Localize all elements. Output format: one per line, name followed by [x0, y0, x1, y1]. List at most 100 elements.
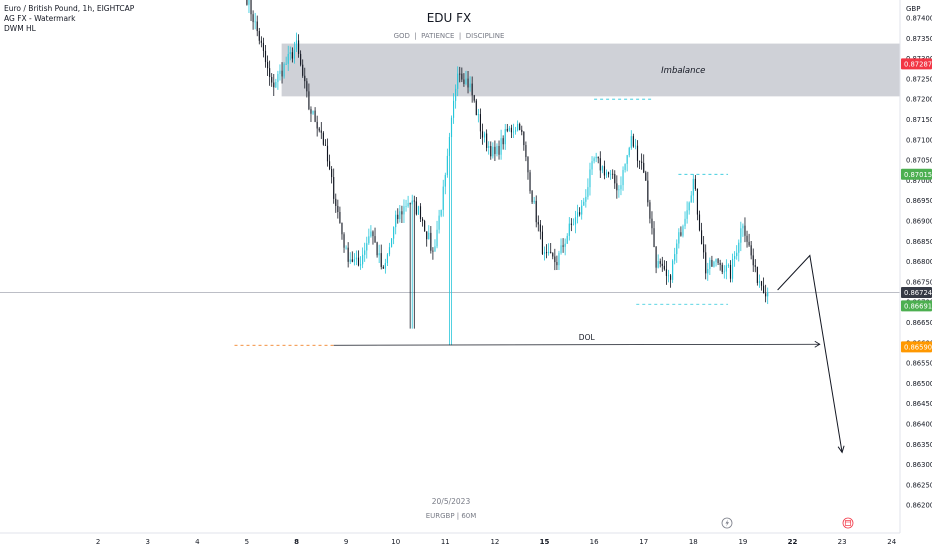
candle-body — [258, 31, 260, 41]
price-tag[interactable]: 0.86590 — [901, 341, 932, 353]
candle-body — [529, 172, 531, 192]
candle-body — [409, 203, 411, 205]
candle-body — [442, 186, 444, 210]
x-tick-label: 10 — [391, 538, 400, 546]
candle-body — [374, 236, 376, 243]
candle-body — [446, 155, 448, 175]
plot-area[interactable]: Imbalance DOL — [0, 0, 932, 454]
symbol-title[interactable]: Euro / British Pound, 1h, EIGHTCAP — [4, 4, 135, 13]
candle-body — [467, 78, 469, 88]
candle-body — [694, 178, 696, 189]
watermark-title: EDU FX — [427, 11, 472, 25]
y-tick-label: 0.86450 — [906, 400, 932, 408]
candle-body — [655, 247, 657, 268]
x-tick-label: 19 — [738, 538, 747, 546]
candle-body — [725, 265, 727, 272]
candle-body — [661, 263, 663, 266]
candle-body — [612, 173, 614, 175]
candle-body — [362, 254, 364, 265]
candle-body — [293, 49, 296, 59]
candle-body — [692, 178, 694, 196]
candle-body — [386, 254, 389, 264]
svg-text:0.86590: 0.86590 — [904, 343, 932, 351]
candle-body — [320, 130, 322, 133]
candle-body — [302, 64, 304, 76]
candle-body — [618, 189, 620, 191]
candle-body — [576, 212, 579, 218]
candle-body — [450, 117, 453, 138]
candle-body — [574, 217, 577, 225]
candle-body — [335, 198, 337, 206]
candle-body — [508, 127, 510, 131]
candle-body — [562, 245, 564, 247]
candle-body — [603, 166, 606, 176]
candle-body — [504, 129, 506, 145]
candle-body — [421, 218, 424, 221]
candle-body — [452, 100, 455, 118]
candle-body — [281, 70, 283, 77]
indicator-dwm-label[interactable]: DWM HL — [4, 24, 36, 33]
candle-body — [496, 145, 498, 155]
candle-body — [459, 73, 461, 75]
candle-body — [643, 162, 645, 173]
indicator-watermark-label[interactable]: AG FX - Watermark — [4, 14, 76, 23]
candle-body — [517, 123, 519, 131]
y-tick-label: 0.86350 — [906, 441, 932, 449]
candle-body — [719, 263, 721, 265]
candle-body — [645, 172, 647, 181]
candle-body — [653, 228, 655, 248]
x-tick-label: 4 — [195, 538, 200, 546]
candle-body — [585, 196, 587, 202]
candle-body — [266, 62, 269, 69]
dol-arrow-line[interactable] — [333, 343, 820, 346]
candle-body — [475, 100, 477, 116]
x-tick-label: 22 — [788, 538, 798, 546]
lightning-icon[interactable] — [721, 517, 733, 529]
projection-path[interactable] — [777, 254, 843, 453]
candle-body — [382, 266, 384, 269]
candle-body — [731, 258, 734, 279]
candle-body — [512, 131, 515, 133]
candle-body — [510, 127, 513, 133]
price-tag[interactable]: 0.87287 — [901, 58, 932, 70]
candle-body — [705, 252, 707, 274]
candle-body — [376, 242, 378, 256]
candle-body — [428, 232, 430, 240]
price-tag[interactable]: 0.86724 — [901, 286, 932, 298]
candle-body — [636, 145, 639, 161]
candle-body — [752, 255, 754, 266]
x-tick-label: 18 — [689, 538, 698, 546]
y-tick-label: 0.86250 — [906, 481, 932, 489]
candle-body — [337, 205, 339, 213]
candle-body — [527, 157, 529, 173]
imbalance-zone[interactable] — [281, 43, 932, 97]
candle-body — [415, 201, 417, 215]
candle-body — [390, 238, 393, 248]
price-tag[interactable]: 0.87015 — [901, 168, 932, 180]
x-tick-label: 15 — [540, 538, 550, 546]
candle-body — [347, 247, 349, 262]
candle-body — [260, 40, 262, 43]
candle-body — [531, 191, 533, 203]
candle-body — [407, 203, 409, 207]
candle-body — [601, 166, 603, 171]
candle-body — [748, 241, 750, 246]
candle-body — [721, 264, 723, 272]
candle-body — [448, 137, 451, 156]
y-tick-label: 0.87250 — [906, 75, 932, 83]
candle-body — [736, 252, 738, 257]
calendar-event-icon[interactable] — [842, 517, 854, 529]
candle-body — [465, 78, 467, 84]
candle-body — [560, 245, 562, 253]
candle-body — [535, 200, 537, 223]
price-tag[interactable]: 0.86691 — [901, 300, 932, 312]
candle-body — [490, 146, 492, 157]
candle-body — [514, 130, 517, 132]
candle-body — [729, 265, 732, 279]
candle-body — [405, 206, 407, 208]
candle-body — [709, 259, 711, 269]
candle-body — [740, 228, 742, 243]
y-tick-label: 0.87350 — [906, 35, 932, 43]
candle-body — [488, 146, 490, 148]
